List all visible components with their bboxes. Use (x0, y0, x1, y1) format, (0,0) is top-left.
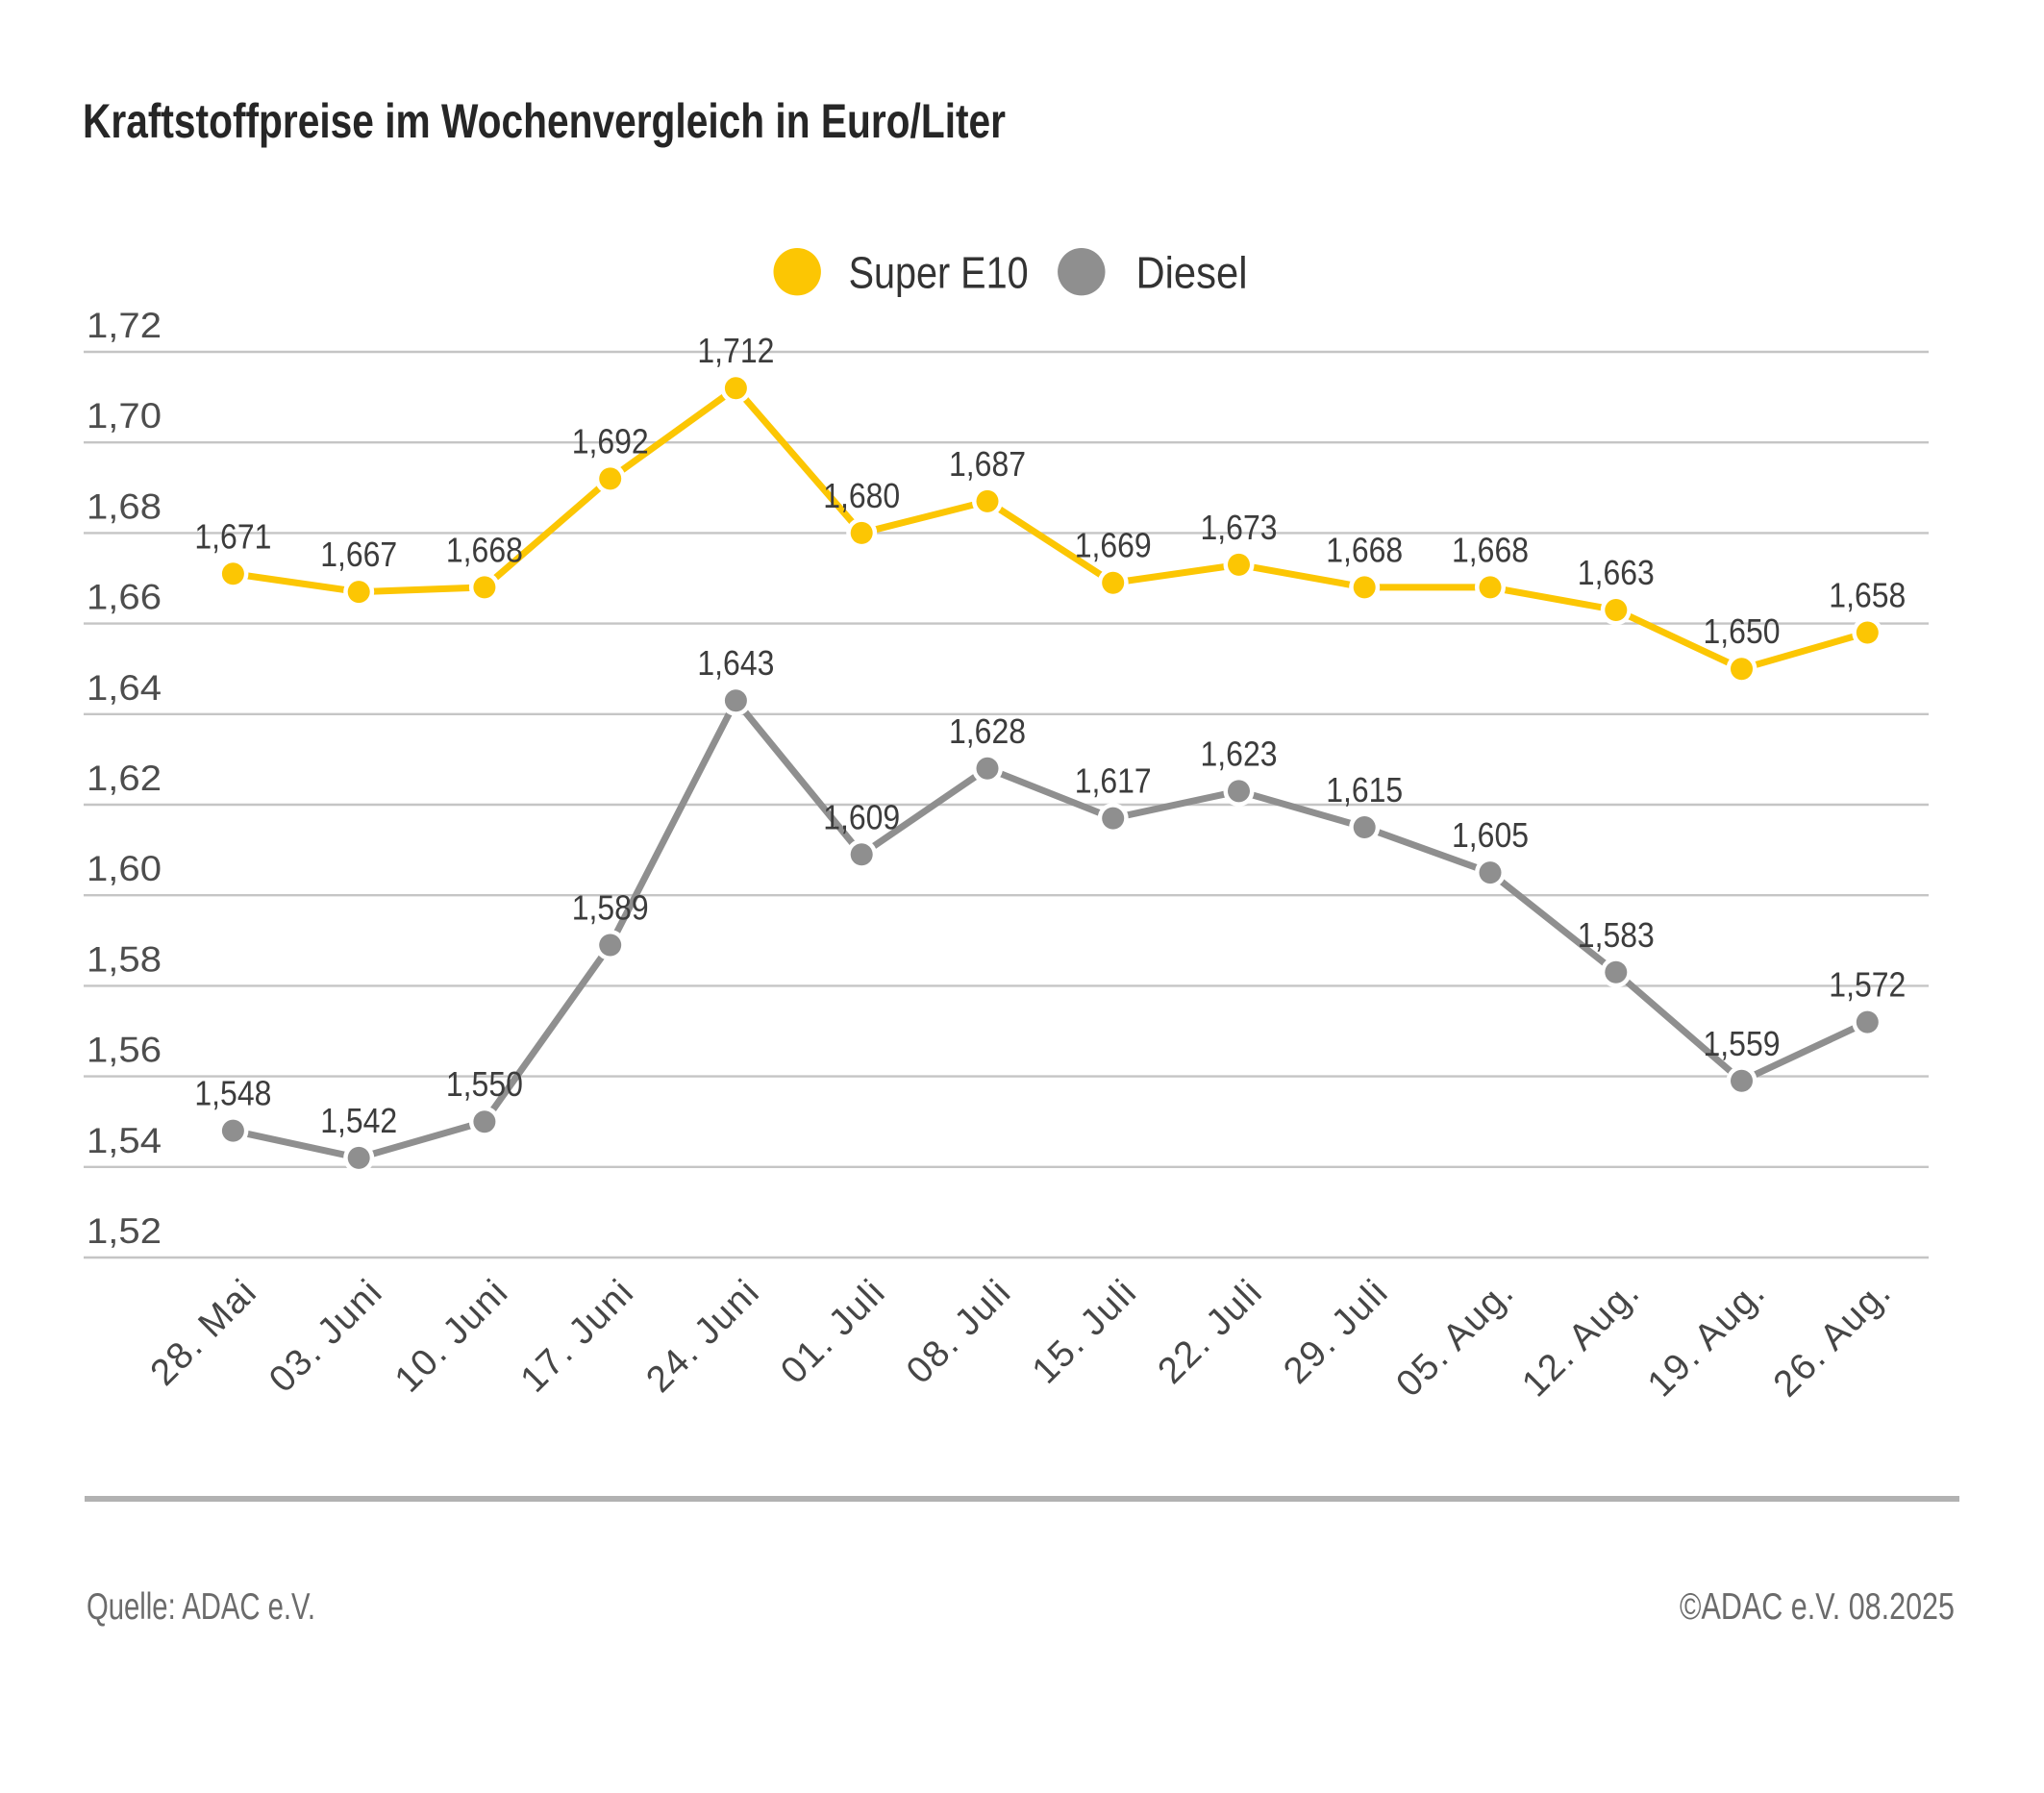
svg-text:1,671: 1,671 (194, 516, 271, 556)
svg-text:1,643: 1,643 (697, 643, 774, 683)
svg-text:1,56: 1,56 (87, 1030, 162, 1070)
svg-text:1,550: 1,550 (446, 1064, 523, 1104)
svg-text:1,687: 1,687 (949, 444, 1026, 484)
svg-text:©ADAC e.V. 08.2025: ©ADAC e.V. 08.2025 (1680, 1586, 1955, 1628)
svg-text:1,68: 1,68 (87, 486, 162, 526)
svg-text:1,650: 1,650 (1704, 611, 1781, 651)
svg-text:1,542: 1,542 (320, 1101, 397, 1140)
svg-text:1,658: 1,658 (1829, 576, 1906, 615)
svg-text:1,667: 1,667 (320, 535, 397, 574)
svg-text:1,623: 1,623 (1201, 734, 1278, 773)
svg-text:1,72: 1,72 (87, 305, 162, 345)
svg-text:1,58: 1,58 (87, 938, 162, 979)
svg-text:1,583: 1,583 (1578, 915, 1655, 955)
svg-text:1,589: 1,589 (572, 888, 649, 928)
svg-text:1,62: 1,62 (87, 758, 162, 798)
svg-text:1,615: 1,615 (1326, 770, 1403, 809)
svg-text:1,628: 1,628 (949, 711, 1026, 751)
svg-text:1,669: 1,669 (1075, 526, 1152, 565)
svg-text:1,668: 1,668 (446, 530, 523, 569)
svg-text:1,66: 1,66 (87, 577, 162, 617)
svg-text:1,668: 1,668 (1452, 530, 1529, 569)
svg-text:1,617: 1,617 (1075, 761, 1152, 801)
svg-text:1,559: 1,559 (1704, 1024, 1781, 1063)
svg-text:1,673: 1,673 (1201, 508, 1278, 547)
svg-text:1,572: 1,572 (1829, 965, 1906, 1005)
svg-text:1,712: 1,712 (697, 331, 774, 370)
svg-text:Kraftstoffpreise im Wochenverg: Kraftstoffpreise im Wochenvergleich in E… (83, 94, 1006, 148)
svg-text:1,54: 1,54 (87, 1120, 162, 1160)
svg-text:1,70: 1,70 (87, 395, 162, 436)
svg-text:1,52: 1,52 (87, 1210, 162, 1251)
svg-text:Super E10: Super E10 (849, 248, 1029, 298)
svg-text:Quelle: ADAC e.V.: Quelle: ADAC e.V. (87, 1586, 315, 1628)
svg-text:1,680: 1,680 (823, 476, 900, 515)
svg-text:1,609: 1,609 (823, 797, 900, 836)
svg-text:1,64: 1,64 (87, 667, 162, 708)
svg-text:Diesel: Diesel (1136, 248, 1248, 298)
svg-text:1,605: 1,605 (1452, 815, 1529, 855)
svg-text:1,692: 1,692 (572, 421, 649, 461)
svg-text:1,60: 1,60 (87, 848, 162, 888)
svg-text:1,663: 1,663 (1578, 553, 1655, 592)
svg-text:1,548: 1,548 (194, 1074, 271, 1113)
svg-text:1,668: 1,668 (1326, 530, 1403, 569)
